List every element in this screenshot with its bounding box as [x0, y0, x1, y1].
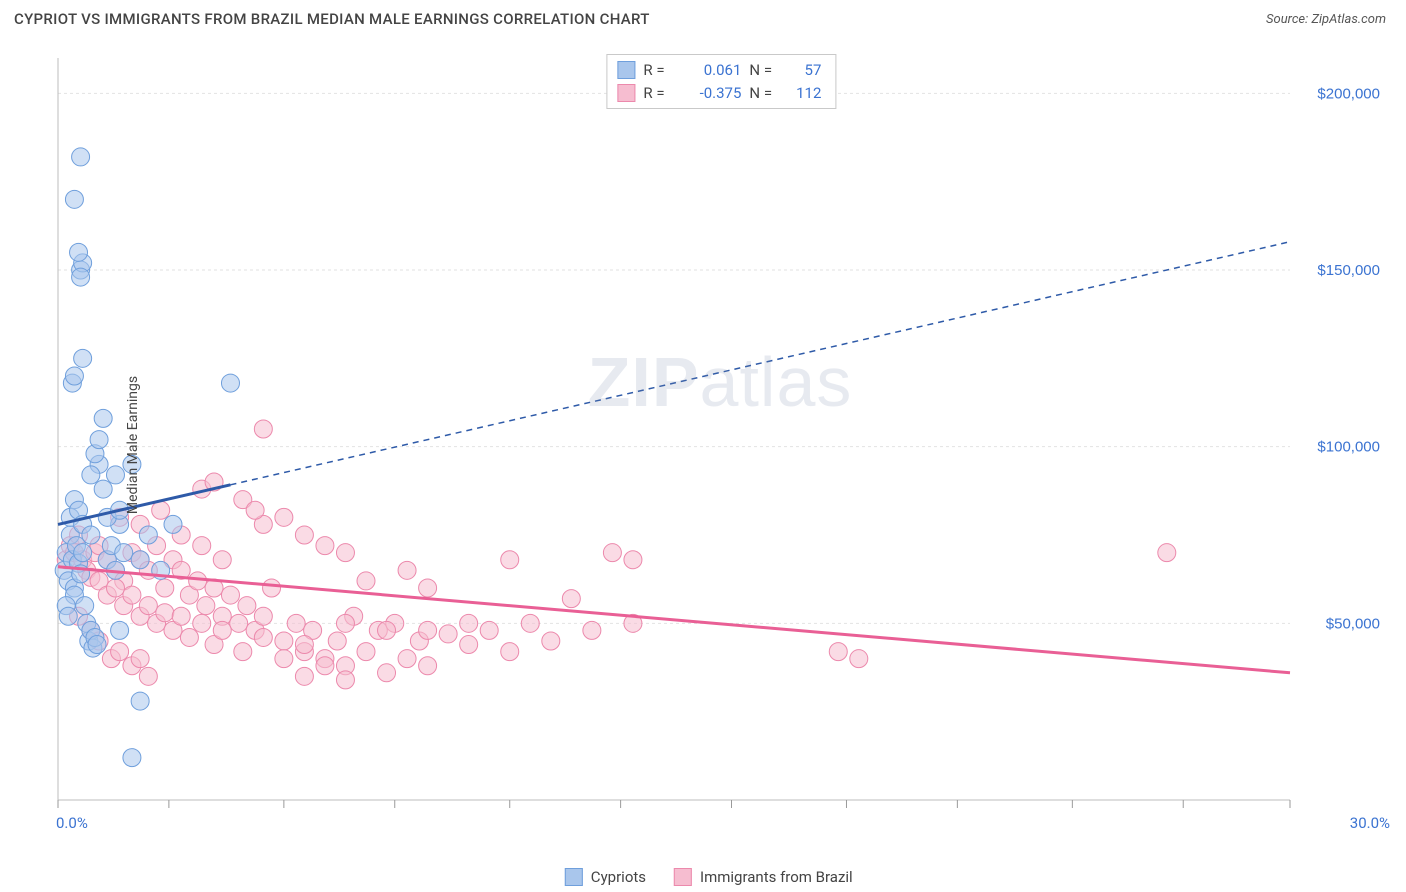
x-axis-max-label: 30.0%: [1350, 814, 1390, 832]
swatch-series2-legend: [674, 868, 692, 886]
chart-title: CYPRIOT VS IMMIGRANTS FROM BRAZIL MEDIAN…: [14, 10, 650, 28]
scatter-chart: $50,000 $100,000 $150,000 $200,000: [50, 50, 1390, 840]
bottom-legend: Cypriots Immigrants from Brazil: [565, 868, 853, 886]
stats-row-series2: R = -0.375 N = 112: [617, 82, 821, 105]
svg-text:$100,000: $100,000: [1317, 439, 1380, 456]
swatch-series1-legend: [565, 868, 583, 886]
chart-area: Median Male Earnings $50,000 $100,000 $150…: [50, 50, 1390, 840]
svg-text:$200,000: $200,000: [1317, 85, 1380, 102]
source-attribution: Source: ZipAtlas.com: [1266, 12, 1386, 27]
y-axis-label: Median Male Earnings: [125, 376, 141, 514]
svg-text:$150,000: $150,000: [1317, 262, 1380, 279]
legend-item-series2: Immigrants from Brazil: [674, 868, 853, 886]
stats-row-series1: R = 0.061 N = 57: [617, 59, 821, 82]
legend-item-series1: Cypriots: [565, 868, 646, 886]
svg-text:$50,000: $50,000: [1326, 615, 1380, 632]
swatch-series1: [617, 61, 635, 79]
correlation-stats-box: R = 0.061 N = 57 R = -0.375 N = 112: [606, 54, 836, 109]
swatch-series2: [617, 84, 635, 102]
x-axis-min-label: 0.0%: [56, 814, 88, 832]
